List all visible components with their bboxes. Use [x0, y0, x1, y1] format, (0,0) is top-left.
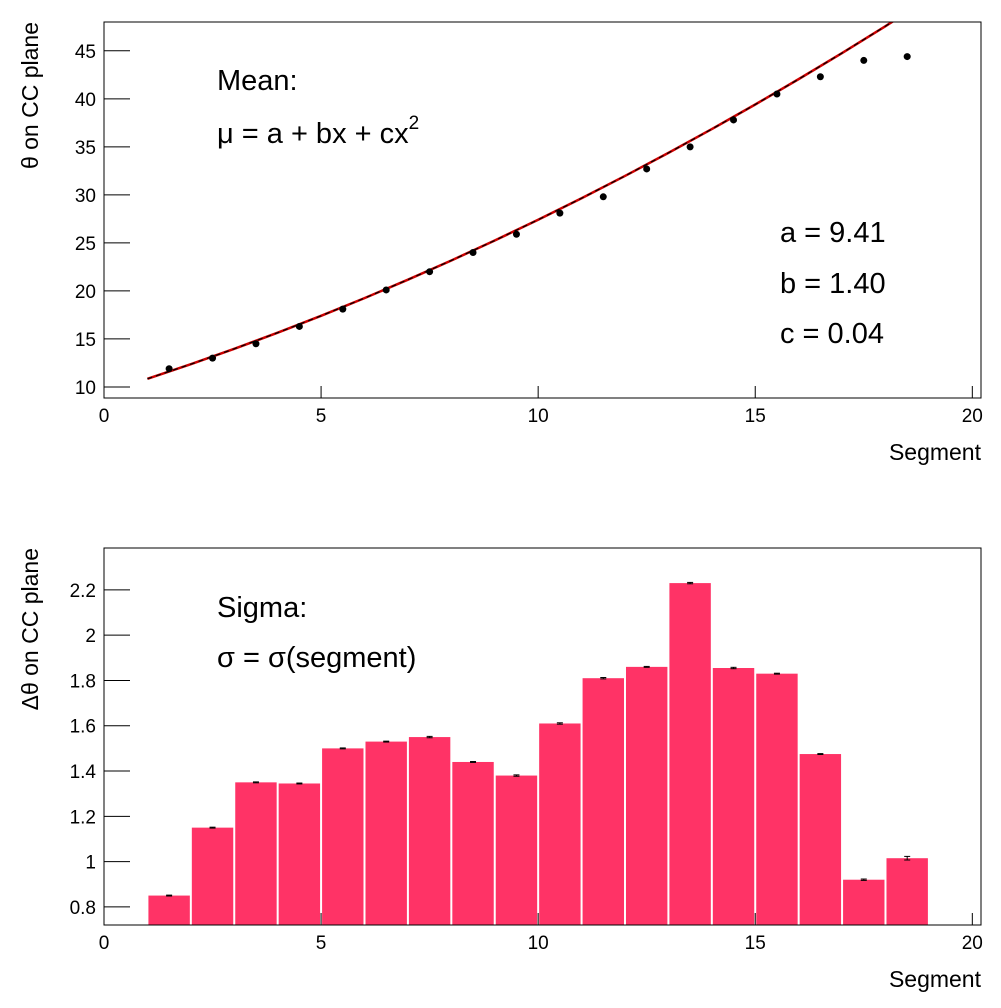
- point: [860, 56, 868, 64]
- y-tick-label: 1.8: [70, 671, 96, 692]
- bar: [278, 783, 321, 925]
- x-axis-title: Segment: [889, 439, 982, 465]
- frame: [103, 21, 982, 399]
- x-tick-label: 10: [528, 406, 549, 427]
- annotation: Sigma:: [217, 592, 307, 624]
- bar: [148, 895, 190, 925]
- point: [209, 354, 217, 362]
- x-axis-title: Segment: [889, 966, 982, 992]
- x-tick-label: 5: [316, 406, 327, 427]
- y-tick-label: 2.2: [70, 581, 96, 602]
- bar: [235, 782, 277, 925]
- frame: [103, 547, 982, 926]
- point: [643, 165, 651, 173]
- point: [730, 116, 738, 124]
- y-tick-label: 15: [75, 330, 96, 351]
- bar: [452, 761, 494, 925]
- bar: [886, 858, 928, 925]
- point: [816, 73, 824, 81]
- x-tick-label: 5: [316, 933, 327, 954]
- annotation: σ = σ(segment): [217, 642, 416, 674]
- x-tick-label: 10: [528, 933, 549, 954]
- bar: [669, 583, 711, 925]
- x-tick-label: 20: [962, 406, 983, 427]
- y-axis-title: Δθ on CC plane: [17, 548, 43, 710]
- y-tick-label: 1.2: [70, 807, 96, 828]
- y-tick-label: 0.8: [70, 898, 96, 919]
- y-tick-label: 35: [75, 138, 96, 159]
- fit-parameter: a = 9.41: [780, 217, 886, 249]
- bar: [495, 775, 538, 925]
- point: [165, 365, 173, 373]
- point: [773, 90, 781, 98]
- y-tick-label: 30: [75, 186, 96, 207]
- point: [469, 248, 477, 256]
- plot: [148, 581, 928, 925]
- bar: [712, 668, 755, 925]
- x-tick-label: 15: [745, 933, 766, 954]
- formula-sup: 2: [409, 113, 420, 134]
- bar: [843, 879, 885, 925]
- formula: μ = a + bx + cx2: [217, 113, 419, 150]
- point: [426, 268, 434, 276]
- x-tick-label: 0: [99, 933, 110, 954]
- y-tick-label: 40: [75, 90, 96, 111]
- annotation: Mean:: [217, 65, 298, 97]
- fit-parameter: b = 1.40: [780, 268, 886, 300]
- bar: [582, 678, 624, 925]
- y-tick-label: 2: [85, 626, 96, 647]
- plot: [147, 22, 911, 380]
- fit-group: [147, 22, 895, 380]
- formula-main: μ = a + bx + cx: [217, 118, 409, 150]
- y-tick-label: 1.4: [70, 762, 97, 783]
- point: [556, 209, 564, 217]
- x-tick-label: 15: [745, 406, 766, 427]
- point: [382, 286, 390, 294]
- y-tick-label: 1.6: [70, 717, 96, 738]
- bar: [322, 748, 364, 925]
- y-tick-label: 1: [85, 853, 96, 874]
- bar: [539, 723, 581, 925]
- point: [686, 143, 694, 151]
- point: [512, 230, 520, 238]
- point: [252, 340, 260, 348]
- bar: [625, 666, 668, 925]
- y-axis-title: θ on CC plane: [17, 22, 43, 169]
- bar: [756, 673, 798, 925]
- x-tick-label: 0: [99, 406, 110, 427]
- point: [599, 193, 607, 201]
- x-tick-label: 20: [962, 933, 983, 954]
- point: [339, 305, 347, 313]
- fit-parameter: c = 0.04: [780, 318, 884, 350]
- y-tick-label: 10: [75, 378, 96, 399]
- bar: [191, 827, 234, 925]
- fit-line-dash: [147, 22, 894, 380]
- y-tick-label: 45: [75, 42, 96, 63]
- y-tick-label: 25: [75, 234, 96, 255]
- bar: [365, 741, 407, 925]
- point: [295, 322, 303, 330]
- y-tick-label: 20: [75, 282, 96, 303]
- point: [903, 53, 911, 61]
- bar: [408, 737, 451, 925]
- bar: [799, 754, 842, 925]
